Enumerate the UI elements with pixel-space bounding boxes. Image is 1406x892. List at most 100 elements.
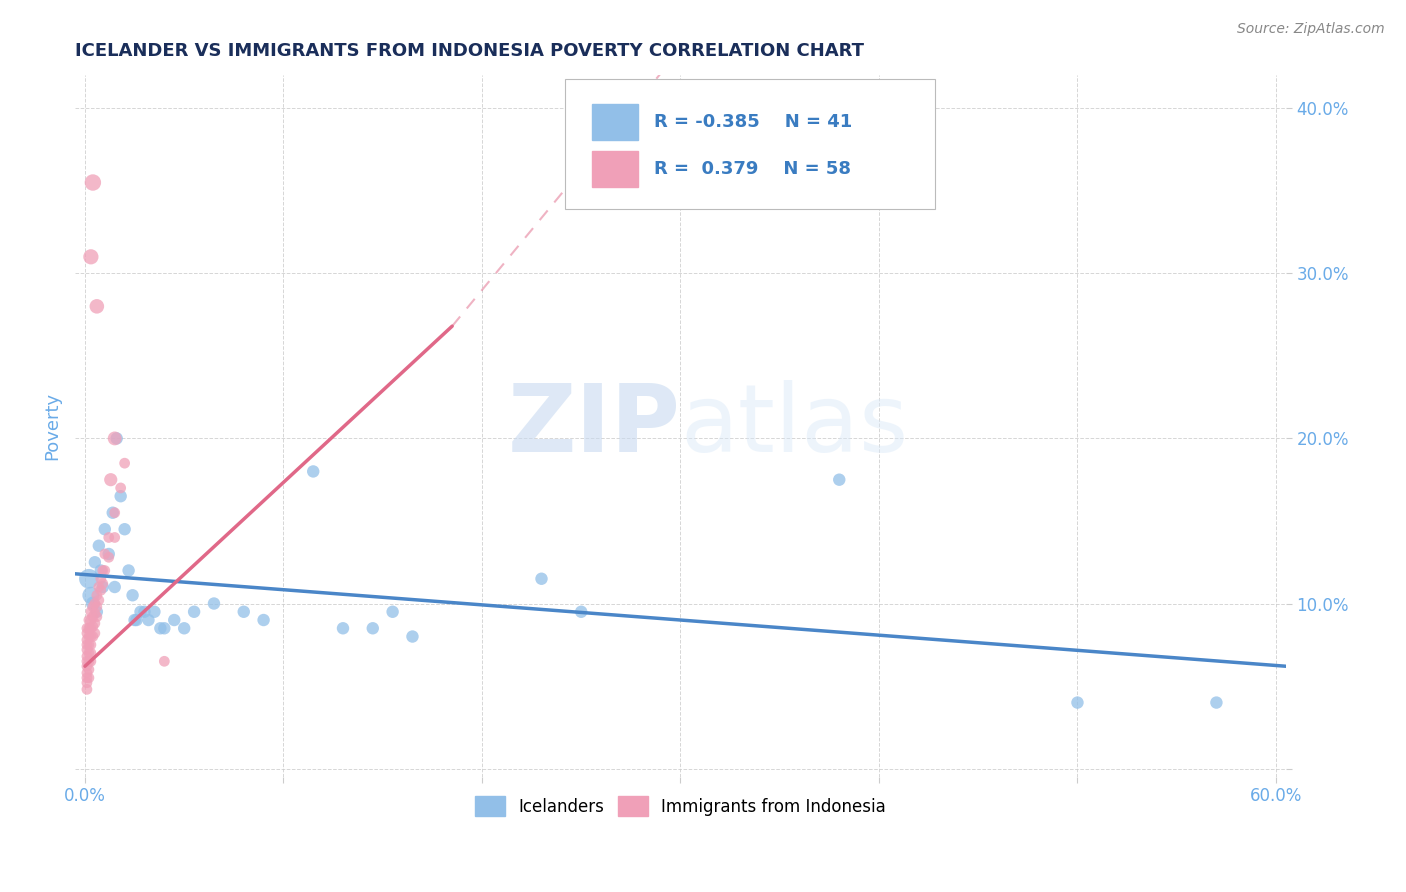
Point [143,605,166,619]
Point [104,531,127,545]
FancyBboxPatch shape [565,78,935,209]
Point [114,522,136,536]
Point [90,572,112,586]
Point [82,630,104,644]
Bar [592,104,638,140]
Point [91,576,114,591]
Point [105,431,128,445]
Point [121,588,143,602]
Point [76,649,98,664]
Point [76,659,98,673]
Point [77,572,100,586]
Point [80,646,103,660]
Point [91,564,114,578]
Point [76,632,98,647]
Point [90,583,112,598]
Point [80,630,103,644]
Point [97,547,120,561]
Point [76,654,98,668]
Bar [592,151,638,187]
Point [104,506,127,520]
Point [82,599,104,614]
Point [1205,696,1227,710]
Point [86,599,108,614]
Point [138,613,160,627]
Point [82,619,104,633]
Point [530,572,553,586]
Point [828,473,851,487]
Point [77,654,100,668]
Point [87,539,110,553]
Point [125,613,148,627]
Point [82,597,104,611]
Point [76,682,98,697]
Point [101,506,124,520]
Point [381,605,404,619]
Point [76,671,98,685]
Point [86,588,108,602]
Point [110,481,132,495]
Point [252,613,274,627]
Point [76,621,98,635]
Text: R =  0.379    N = 58: R = 0.379 N = 58 [654,160,851,178]
Point [104,580,127,594]
Point [77,621,100,635]
Point [80,621,103,635]
Point [134,605,156,619]
Text: Source: ZipAtlas.com: Source: ZipAtlas.com [1237,22,1385,37]
Point [361,621,384,635]
Point [153,621,176,635]
Point [76,642,98,657]
Point [117,564,139,578]
Point [77,671,100,685]
Point [91,580,114,594]
Point [183,605,205,619]
Point [82,176,104,190]
Point [90,564,112,578]
Point [86,299,108,313]
Point [94,547,117,561]
Point [83,616,105,631]
Point [77,646,100,660]
Point [83,555,105,569]
Point [82,609,104,624]
Point [163,613,186,627]
Point [104,431,127,445]
Point [76,665,98,680]
Point [87,580,110,594]
Point [80,588,103,602]
Point [80,654,103,668]
Point [77,630,100,644]
Point [149,621,172,635]
Point [110,489,132,503]
Point [83,626,105,640]
Text: atlas: atlas [681,380,908,472]
Point [332,621,354,635]
Point [232,605,254,619]
Point [80,250,103,264]
Point [1066,696,1088,710]
Point [80,638,103,652]
Point [86,605,108,619]
Point [77,663,100,677]
Point [153,654,176,668]
Point [76,675,98,690]
Point [80,613,103,627]
Point [94,564,117,578]
Point [401,630,423,644]
Point [77,638,100,652]
Point [76,626,98,640]
Point [97,550,120,565]
Point [129,605,152,619]
Text: R = -0.385    N = 41: R = -0.385 N = 41 [654,112,852,130]
Y-axis label: Poverty: Poverty [44,392,60,460]
Point [83,607,105,621]
Point [86,609,108,624]
Legend: Icelanders, Immigrants from Indonesia: Icelanders, Immigrants from Indonesia [467,788,894,825]
Point [569,605,592,619]
Point [302,465,325,479]
Point [97,531,120,545]
Point [87,593,110,607]
Point [124,613,146,627]
Point [114,456,136,470]
